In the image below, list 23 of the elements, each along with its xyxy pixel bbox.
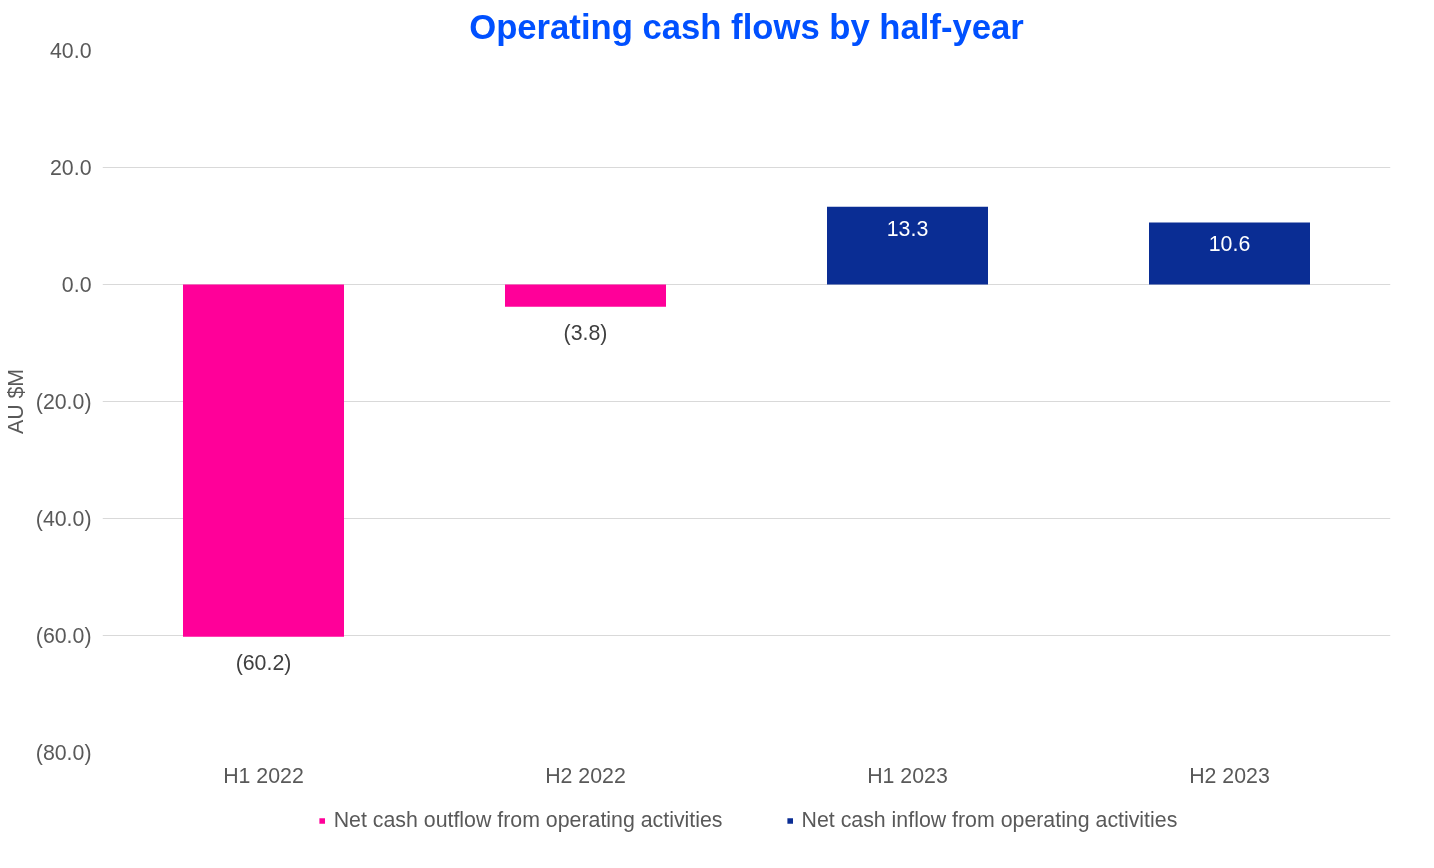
y-tick-label: 40.0 (49, 38, 92, 63)
x-tick-label: H2 2022 (545, 763, 626, 788)
data-label: (3.8) (563, 320, 608, 345)
bar (827, 206, 988, 285)
legend-label: Net cash outflow from operating activities (333, 807, 723, 833)
y-axis-title: AU $M (3, 368, 28, 435)
y-tick-label: (80.0) (35, 740, 92, 765)
x-tick-label: H1 2022 (223, 763, 304, 788)
bar (1149, 222, 1310, 285)
y-tick-label: (20.0) (35, 389, 92, 414)
x-tick-label: H2 2023 (1189, 763, 1270, 788)
data-label: (60.2) (235, 650, 292, 675)
data-label: 10.6 (1208, 232, 1251, 257)
y-tick-label: 0.0 (61, 272, 92, 297)
y-tick-label: (40.0) (35, 506, 92, 531)
chart-title: Operating cash flows by half-year (469, 7, 1024, 46)
bar (183, 284, 344, 637)
y-tick-label: 20.0 (49, 155, 92, 180)
bar (505, 284, 666, 307)
data-label: 13.3 (886, 216, 929, 241)
legend-label: Net cash inflow from operating activities (801, 807, 1178, 833)
y-tick-label: (60.0) (35, 623, 92, 648)
x-tick-label: H1 2023 (867, 763, 948, 788)
